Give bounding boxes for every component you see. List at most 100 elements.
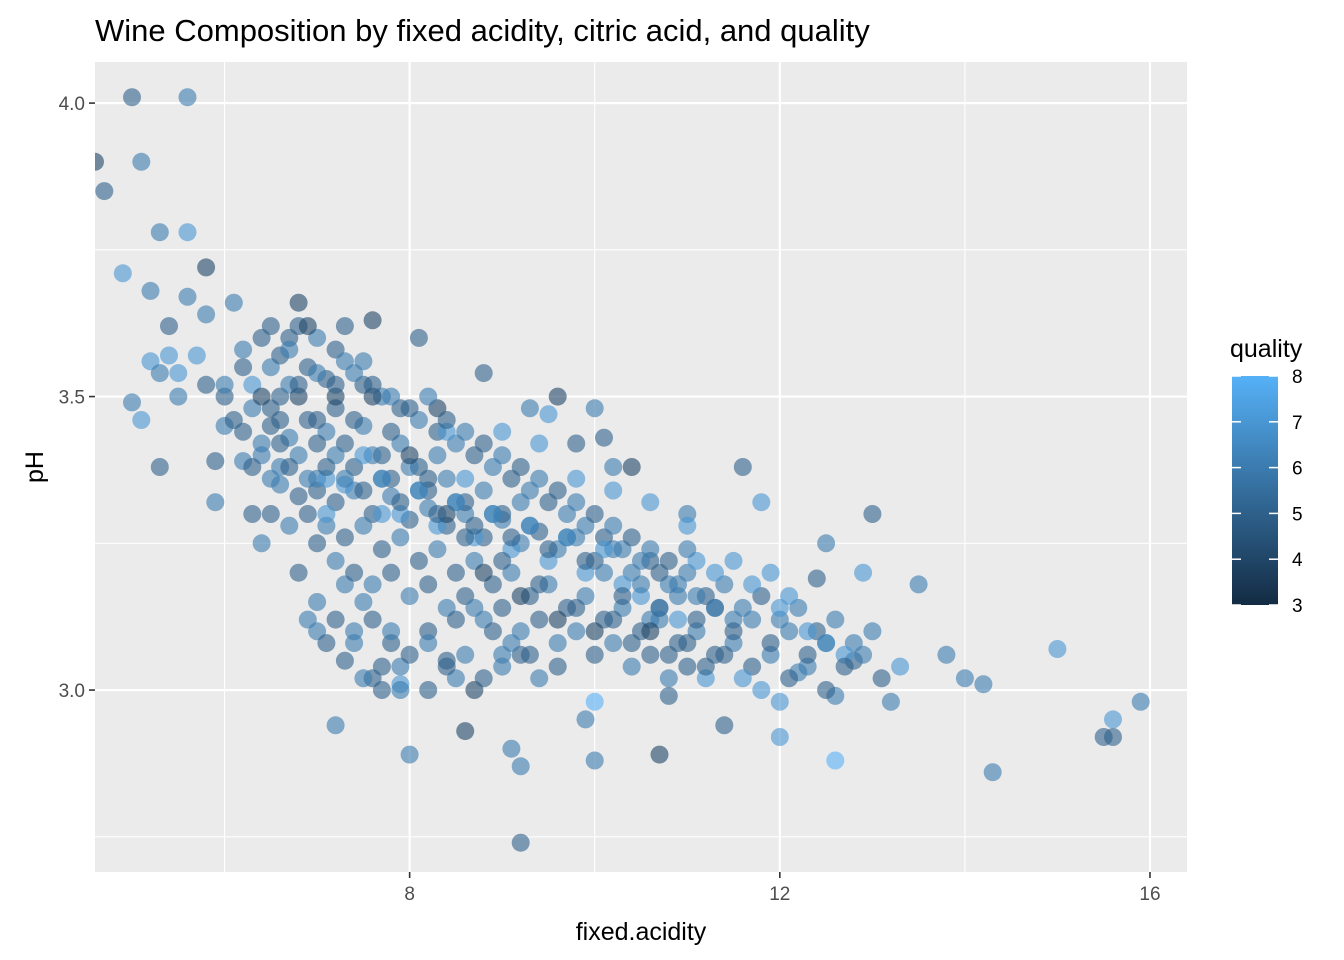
data-point: [308, 434, 327, 453]
data-point: [474, 563, 493, 582]
data-point: [419, 681, 438, 699]
data-point: [243, 505, 262, 523]
data-point: [419, 387, 438, 406]
data-point: [1131, 692, 1150, 711]
data-point: [234, 422, 253, 441]
data-point: [826, 751, 845, 770]
data-point: [724, 551, 743, 570]
data-point: [770, 598, 789, 617]
data-point: [622, 458, 641, 476]
data-point: [502, 634, 521, 653]
data-point: [382, 422, 401, 441]
data-point: [197, 375, 216, 394]
data-point: [511, 833, 530, 852]
data-point: [187, 346, 206, 365]
data-point: [493, 657, 512, 676]
data-point: [641, 622, 660, 641]
data-point: [483, 622, 502, 641]
data-point: [1104, 728, 1122, 746]
data-point: [206, 493, 225, 512]
data-point: [465, 516, 484, 535]
data-point: [400, 587, 419, 606]
data-point: [409, 328, 428, 347]
data-point: [983, 763, 1002, 782]
data-point: [576, 551, 595, 570]
data-point: [113, 264, 132, 283]
data-point: [289, 563, 308, 582]
data-point: [530, 469, 549, 488]
data-point: [308, 593, 327, 611]
data-point: [659, 686, 678, 705]
data-point: [335, 528, 354, 547]
data-point: [502, 528, 521, 547]
data-point: [354, 516, 373, 535]
data-point: [178, 287, 197, 306]
data-point: [881, 692, 900, 711]
data-point: [160, 346, 178, 365]
data-point: [400, 446, 419, 465]
data-point: [400, 645, 419, 664]
data-point: [354, 481, 373, 500]
data-point: [326, 551, 345, 570]
data-point: [437, 411, 456, 429]
data-point: [798, 622, 817, 641]
data-point: [854, 563, 873, 582]
data-point: [345, 364, 364, 383]
data-point: [641, 645, 660, 664]
data-point: [817, 634, 836, 653]
data-point: [150, 223, 169, 242]
data-point: [317, 458, 336, 476]
data-point: [169, 364, 188, 383]
data-point: [604, 516, 623, 535]
data-point: [280, 340, 299, 359]
data-point: [558, 528, 576, 547]
data-point: [1104, 710, 1122, 729]
data-point: [372, 657, 391, 676]
x-axis-title: fixed.acidity: [576, 918, 707, 946]
data-point: [530, 610, 549, 629]
data-point: [363, 610, 382, 629]
data-point: [520, 399, 539, 418]
data-point: [539, 540, 558, 559]
data-point: [604, 481, 623, 500]
data-point: [937, 645, 956, 664]
data-point: [169, 387, 188, 406]
legend-tick-label: 5: [1292, 504, 1303, 525]
data-point: [622, 634, 641, 653]
data-point: [132, 152, 151, 171]
data-point: [150, 364, 169, 383]
legend-colorbar: [1232, 376, 1278, 605]
data-point: [123, 393, 141, 412]
data-points: [95, 88, 1150, 852]
data-point: [622, 657, 641, 676]
data-point: [372, 681, 391, 699]
data-point: [345, 622, 364, 641]
data-point: [733, 458, 752, 476]
data-point: [520, 516, 539, 535]
data-point: [567, 469, 586, 488]
data-point: [520, 645, 539, 664]
data-point: [178, 223, 197, 242]
data-point: [752, 681, 771, 699]
data-point: [567, 434, 586, 453]
data-point: [428, 540, 447, 559]
data-point: [595, 563, 613, 582]
data-point: [678, 516, 697, 535]
data-point: [641, 493, 660, 512]
data-point: [363, 311, 382, 330]
data-point: [437, 657, 456, 676]
data-point: [687, 587, 706, 606]
data-point: [622, 528, 641, 547]
data-point: [335, 317, 354, 336]
data-point: [271, 434, 290, 453]
data-point: [659, 669, 678, 688]
data-point: [863, 622, 882, 641]
data-point: [382, 387, 401, 406]
data-point: [585, 399, 604, 418]
data-point: [530, 575, 549, 594]
legend-tick-label: 4: [1292, 550, 1303, 571]
y-axis: 3.0 3.5 4.0: [59, 94, 95, 702]
data-point: [585, 751, 604, 770]
data-point: [678, 634, 697, 653]
